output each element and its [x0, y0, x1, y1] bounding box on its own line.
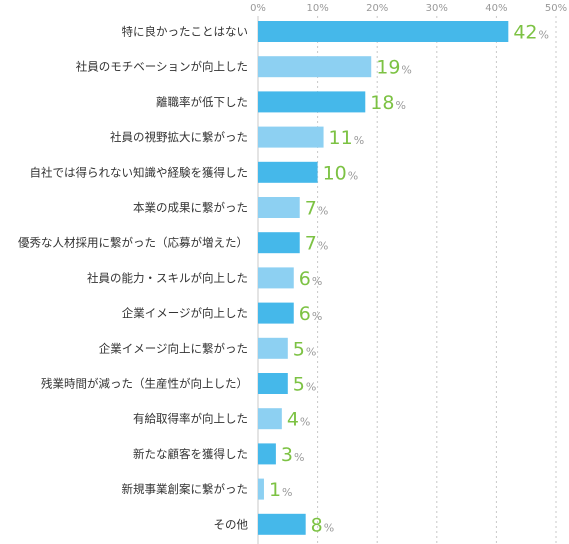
- category-label: 特に良かったことはない: [122, 25, 249, 39]
- value-label: 6%: [299, 303, 323, 325]
- value-label: 42%: [513, 22, 549, 44]
- value-label: 7%: [305, 198, 329, 220]
- category-label: 社員のモチベーションが向上した: [76, 60, 248, 74]
- category-label: 残業時間が減った（生産性が向上した）: [41, 377, 248, 391]
- bar: [258, 408, 282, 430]
- bar: [258, 267, 294, 289]
- value-labels: 42% 19% 18%11% 10% 7% 7% 6% 6% 5% 5% 4% 3% 1% 8%: [269, 22, 549, 537]
- bar: [258, 443, 276, 465]
- x-tick-label: 30%: [426, 3, 448, 14]
- category-label: 離職率が低下した: [156, 95, 248, 109]
- x-axis-ticks: 0% 10% 20% 30% 40% 50%: [250, 3, 567, 14]
- value-label: 19%: [376, 57, 412, 79]
- category-label: 有給取得率が向上した: [133, 412, 248, 426]
- category-label: 新たな顧客を獲得した: [133, 447, 248, 461]
- value-label: 7%: [305, 233, 329, 255]
- category-labels: 特に良かったことはない社員のモチベーションが向上した離職率が低下した社員の視野拡…: [18, 25, 248, 532]
- value-label: 8%: [311, 514, 335, 536]
- x-tick-label: 0%: [250, 3, 266, 14]
- bars: [258, 21, 509, 535]
- bar: [258, 513, 306, 535]
- category-label: 企業イメージが向上した: [122, 306, 248, 320]
- bar: [258, 126, 324, 148]
- category-label: 社員の視野拡大に繋がった: [110, 130, 248, 144]
- bar: [258, 478, 264, 500]
- x-tick-label: 20%: [366, 3, 388, 14]
- value-label: 3%: [281, 444, 305, 466]
- bar: [258, 337, 288, 359]
- category-label: 社員の能力・スキルが向上した: [87, 271, 248, 285]
- x-tick-label: 10%: [306, 3, 328, 14]
- category-label: 本業の成果に繋がった: [133, 201, 248, 215]
- category-label: 優秀な人材採用に繋がった（応募が増えた）: [18, 236, 248, 250]
- category-label: 企業イメージ向上に繋がった: [99, 341, 248, 355]
- bar: [258, 302, 294, 324]
- value-label: 5%: [293, 374, 317, 396]
- category-label: 自社では得られない知識や経験を獲得した: [30, 165, 249, 179]
- bar: [258, 197, 300, 218]
- bar: [258, 21, 509, 42]
- value-label: 1%: [269, 479, 293, 501]
- value-label: 10%: [323, 162, 359, 184]
- value-label: 5%: [293, 338, 317, 360]
- value-label: 4%: [287, 409, 311, 431]
- bar: [258, 232, 300, 254]
- value-label: 11%: [329, 127, 365, 149]
- bar: [258, 161, 318, 183]
- x-tick-label: 50%: [545, 3, 567, 14]
- bar: [258, 56, 372, 78]
- value-label: 6%: [299, 268, 323, 290]
- category-label: 新規事業創案に繋がった: [122, 482, 249, 496]
- category-label: その他: [214, 517, 249, 531]
- x-tick-label: 40%: [485, 3, 507, 14]
- bar: [258, 91, 366, 113]
- bar: [258, 373, 288, 394]
- value-label: 18%: [370, 92, 406, 114]
